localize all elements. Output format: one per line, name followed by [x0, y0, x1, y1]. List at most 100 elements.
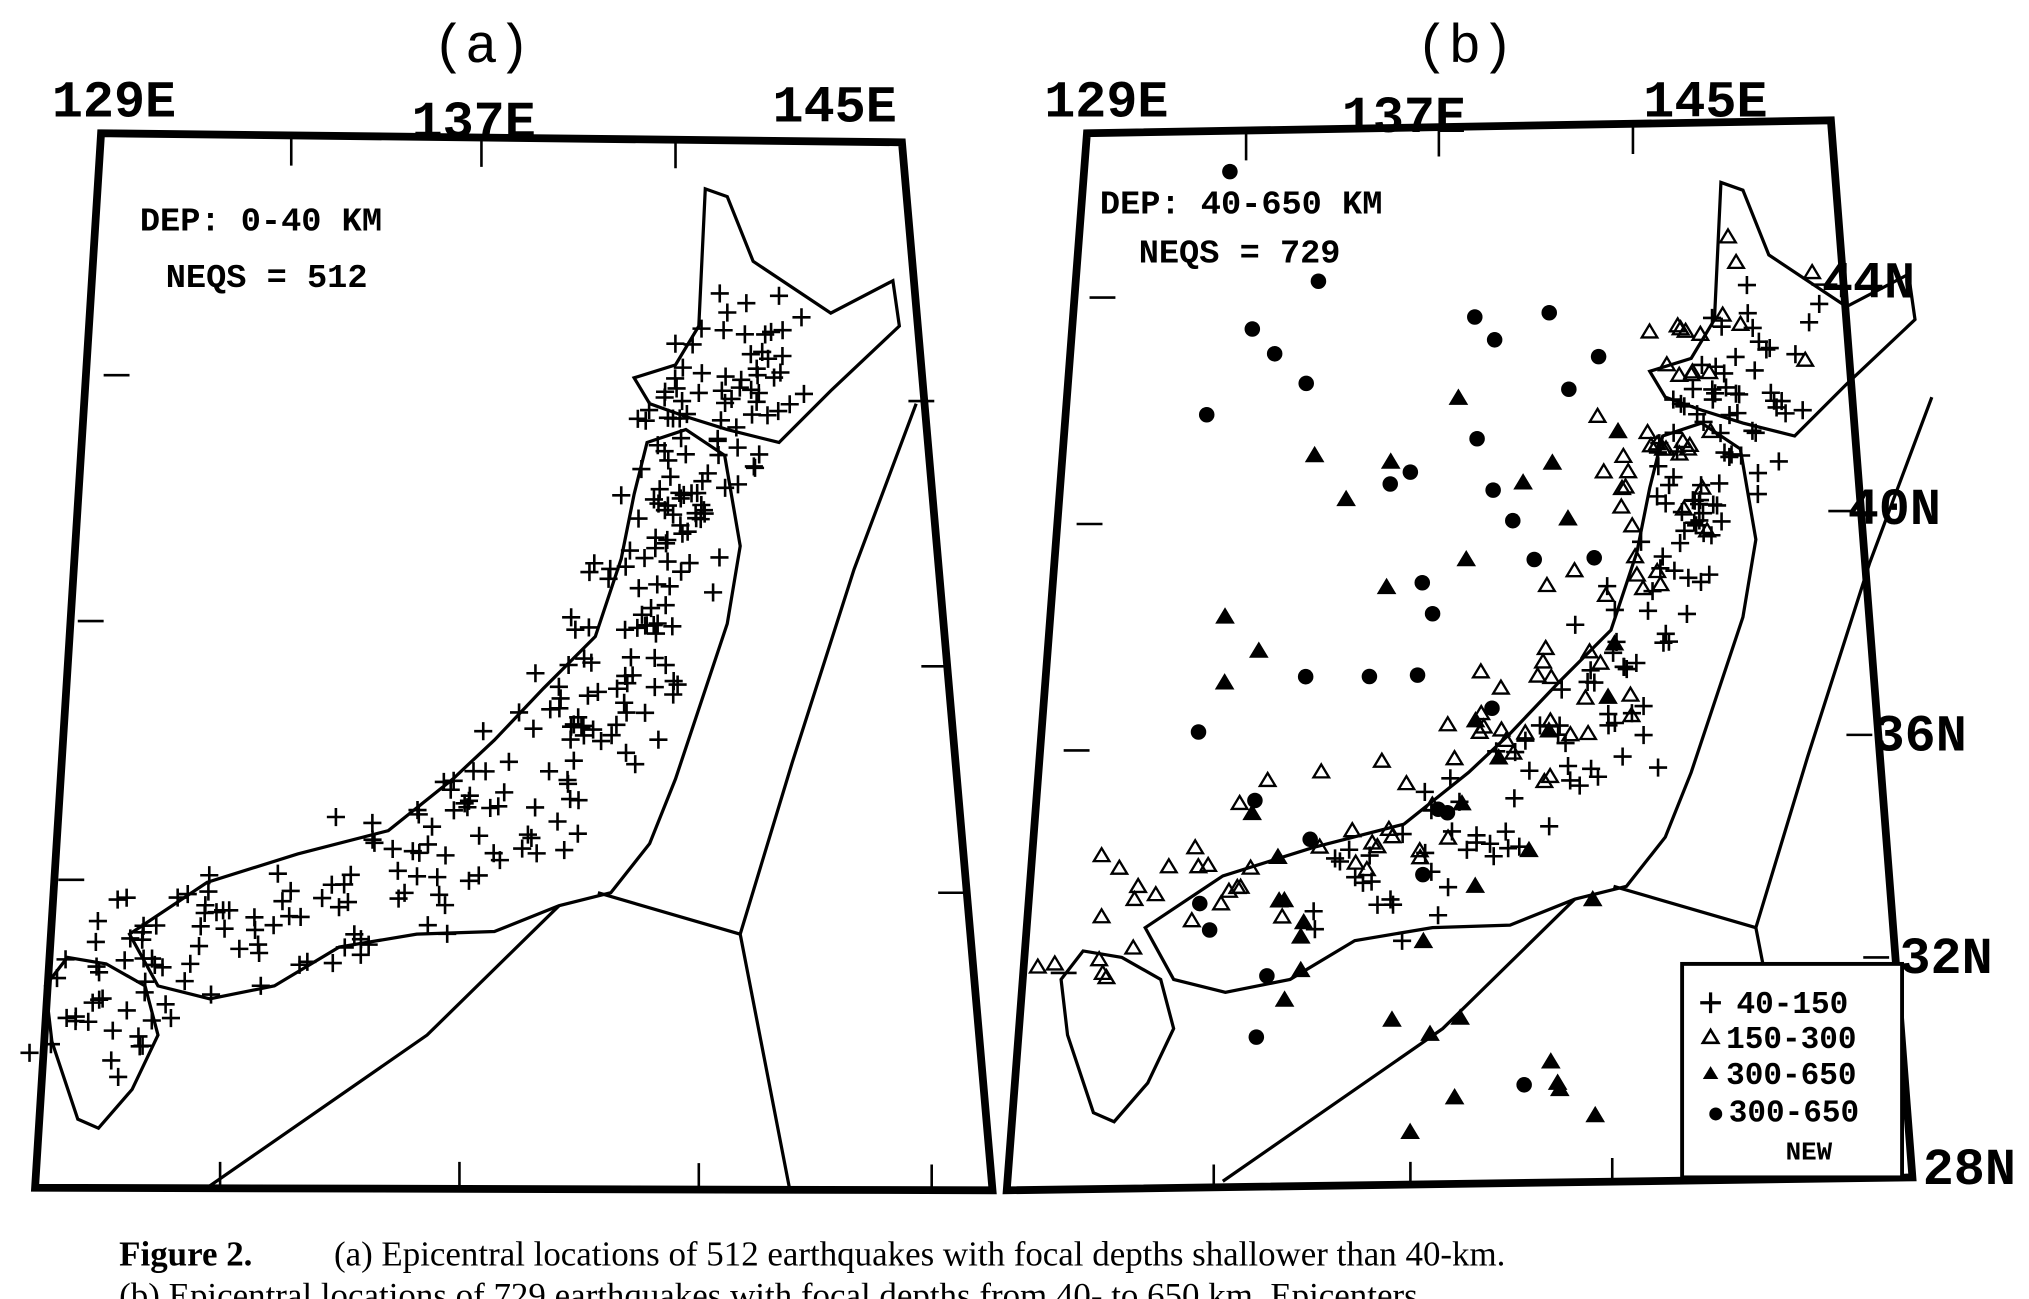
epicenter-plus: [632, 459, 651, 479]
epicenter-filled-triangle: [1248, 641, 1269, 658]
epicenter-plus: [1677, 604, 1696, 624]
epicenter-filled-triangle: [1268, 847, 1288, 864]
epicenter-open-triangle: [1611, 497, 1632, 514]
epicenter-open-triangle: [1229, 793, 1250, 811]
legend-entry: 40-150: [1736, 988, 1848, 1023]
epicenter-dot: [1247, 792, 1263, 809]
epicenter-plus: [499, 752, 518, 771]
epicenter-plus: [1439, 878, 1458, 897]
epicenter-open-triangle: [1044, 954, 1065, 971]
island-outline: [1059, 949, 1176, 1124]
epicenter-plus: [290, 955, 309, 974]
lon-label: 145E: [1643, 73, 1767, 132]
epicenter-plus: [732, 370, 751, 389]
epicenter-plus: [592, 732, 611, 751]
epicenter-plus: [298, 952, 317, 971]
epicenter-plus: [134, 949, 153, 968]
epicenter-plus: [773, 321, 792, 340]
epicenter-plus: [1457, 840, 1476, 859]
epicenter-plus: [635, 549, 654, 568]
epicenter-dot: [1505, 512, 1521, 529]
epicenter-plus: [656, 655, 675, 675]
epicenter-open-triangle: [1230, 877, 1251, 894]
epicenter-plus: [322, 875, 341, 894]
epicenter-plus: [710, 548, 729, 567]
epicenter-plus: [548, 812, 567, 831]
epicenter-plus: [268, 864, 287, 883]
epicenter-plus: [175, 972, 194, 991]
island-outline: [43, 955, 160, 1131]
epicenter-filled-triangle: [1274, 990, 1295, 1007]
legend: 40-150 150-300 300-650 300-650 NEW: [1700, 988, 1859, 1167]
epicenter-plus: [1393, 931, 1412, 950]
epicenter-plus: [629, 509, 648, 528]
epicenter-open-triangle: [1503, 743, 1524, 760]
epicenter-filled-triangle: [1558, 509, 1578, 526]
epicenter-plus: [335, 938, 354, 957]
epicenter-dot: [1361, 668, 1378, 685]
epicenter-plus: [608, 679, 627, 698]
epicenter-open-triangle: [1437, 715, 1458, 732]
epicenter-plus: [1757, 340, 1776, 359]
epicenter-plus: [655, 442, 674, 461]
epicenter-plus: [562, 717, 581, 736]
epicenter-open-triangle: [1674, 499, 1694, 516]
epicenter-open-triangle: [1625, 546, 1645, 564]
epicenter-open-triangle: [1535, 638, 1556, 656]
epicenter-plus: [83, 993, 102, 1012]
epicenter-plus: [1634, 725, 1653, 745]
epicenter-plus: [1499, 839, 1518, 858]
epicenter-dot: [1424, 605, 1441, 622]
epicenter-plus: [549, 677, 568, 696]
epicenter-plus: [509, 703, 529, 722]
epicenter-plus: [1720, 447, 1739, 466]
epicenter-dot: [1484, 700, 1500, 716]
epicenter-plus: [664, 685, 683, 704]
epicenter-plus: [744, 457, 763, 476]
epicenter-plus: [1614, 657, 1633, 676]
epicenter-open-triangle: [1496, 730, 1517, 748]
epicenter-plus: [683, 335, 702, 354]
epicenter-open-triangle: [1240, 858, 1261, 875]
epicenter-open-triangle: [1471, 662, 1491, 679]
epicenter-open-triangle: [1537, 575, 1557, 593]
epicenter-plus: [168, 888, 187, 907]
epicenter-open-triangle: [1579, 642, 1600, 659]
epicenter-open-triangle: [1372, 751, 1392, 768]
epicenter-plus: [672, 429, 691, 448]
depth-range: DEP: 0-40 KM: [140, 203, 382, 241]
epicenter-plus: [621, 648, 640, 667]
epicenter-plus: [1711, 423, 1730, 443]
lon-label: 137E: [412, 94, 536, 153]
epicenter-plus: [646, 539, 665, 558]
epicenter-plus: [1772, 391, 1791, 411]
epicenter-plus: [1786, 345, 1805, 364]
epicenter-plus: [714, 321, 733, 340]
epicenter-plus: [395, 883, 414, 902]
epicenter-plus: [727, 418, 746, 437]
epicenter-open-triangle: [1438, 828, 1458, 845]
epicenter-plus: [658, 552, 677, 571]
epicenter-open-triangle: [1410, 847, 1431, 865]
epicenter-plus: [351, 945, 370, 964]
epicenter-open-triangle: [1159, 857, 1179, 874]
panel-a: [30, 129, 997, 1195]
epicenter-plus: [616, 620, 635, 639]
island-outline: [631, 186, 902, 445]
epicenter-open-triangle: [1593, 462, 1614, 479]
legend-entry: 300-650: [1729, 1097, 1859, 1132]
legend-symbol-open-triangle: [1700, 1027, 1721, 1045]
legend-symbol-plus: [1700, 992, 1721, 1014]
epicenter-filled-triangle: [1542, 453, 1563, 470]
epicenter-open-triangle: [1697, 521, 1717, 538]
epicenter-plus: [689, 383, 708, 403]
epicenter-plus: [641, 599, 661, 618]
epicenter-plus: [667, 379, 686, 398]
epicenter-open-triangle: [1198, 855, 1218, 873]
epicenter-plus: [1656, 624, 1675, 643]
lat-label: 32N: [1899, 930, 1992, 989]
epicenter-plus: [750, 445, 769, 464]
epicenter-plus: [1653, 547, 1672, 566]
epicenter-plus: [1800, 313, 1819, 332]
epicenter-plus: [1505, 789, 1524, 808]
